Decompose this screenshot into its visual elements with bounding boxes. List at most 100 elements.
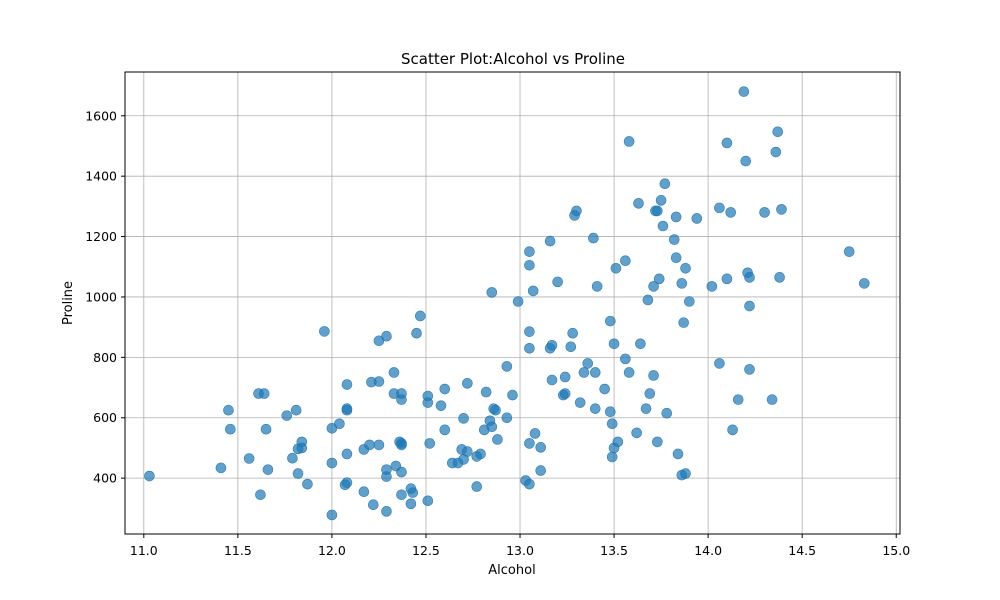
data-point xyxy=(341,379,353,390)
data-point xyxy=(655,195,667,206)
data-point xyxy=(535,465,547,476)
data-point xyxy=(766,394,778,405)
data-point xyxy=(524,342,535,354)
data-point xyxy=(535,442,547,453)
data-point xyxy=(471,481,483,492)
data-point xyxy=(373,376,385,387)
data-point xyxy=(292,468,304,479)
data-point xyxy=(326,457,338,469)
data-point xyxy=(396,388,407,399)
data-point xyxy=(776,204,787,215)
data-point xyxy=(623,367,635,378)
data-point xyxy=(648,370,659,381)
data-point xyxy=(396,489,407,501)
data-point xyxy=(635,338,646,350)
data-point xyxy=(435,400,447,411)
data-point xyxy=(606,451,618,463)
data-point xyxy=(364,439,375,451)
data-point xyxy=(631,427,642,439)
data-point xyxy=(381,506,392,517)
y-tick-label: 400 xyxy=(93,471,117,486)
data-point xyxy=(670,252,682,264)
data-point xyxy=(774,272,785,283)
data-point xyxy=(439,424,451,436)
data-point xyxy=(334,418,345,430)
grid-lines xyxy=(125,72,900,534)
data-point xyxy=(653,273,665,285)
data-point xyxy=(661,407,673,419)
data-point xyxy=(501,361,513,372)
data-point xyxy=(599,383,610,395)
data-point xyxy=(620,353,631,365)
data-point xyxy=(567,327,578,339)
y-tick-label: 1600 xyxy=(85,108,117,123)
data-point xyxy=(262,464,274,475)
y-tick-label: 1400 xyxy=(85,169,117,184)
data-point xyxy=(744,364,755,375)
y-tick-label: 1200 xyxy=(85,229,117,244)
data-point xyxy=(589,403,601,414)
data-point xyxy=(744,272,755,283)
y-axis-label: Proline xyxy=(61,281,76,325)
data-point xyxy=(610,262,622,274)
x-axis-ticks: 11.0 11.5 12.0 12.5 13.0 13.5 14.0 14.5 15.0 xyxy=(130,534,910,558)
y-tick-label: 600 xyxy=(93,410,117,425)
data-point xyxy=(319,326,330,337)
data-point xyxy=(591,281,603,292)
data-point xyxy=(706,281,718,292)
data-point xyxy=(714,202,725,214)
data-point xyxy=(740,155,752,167)
data-point xyxy=(524,478,535,490)
data-point xyxy=(411,327,422,339)
data-point xyxy=(501,412,513,424)
data-point xyxy=(462,378,473,389)
data-point xyxy=(544,235,556,247)
x-tick-label: 15.0 xyxy=(882,543,910,558)
x-axis-label: Alcohol xyxy=(488,563,535,578)
data-point xyxy=(552,276,563,288)
data-point xyxy=(388,367,400,378)
data-point xyxy=(486,421,498,433)
data-point xyxy=(439,383,451,395)
data-point xyxy=(296,442,308,454)
data-point xyxy=(559,371,571,383)
data-point xyxy=(571,205,582,217)
data-point xyxy=(676,278,688,289)
data-point xyxy=(381,330,392,342)
data-point xyxy=(546,374,558,386)
data-point xyxy=(424,438,436,449)
data-point xyxy=(381,471,392,482)
data-point xyxy=(144,470,155,482)
y-tick-label: 800 xyxy=(93,350,117,365)
data-point xyxy=(524,438,535,449)
data-point xyxy=(422,397,434,408)
data-point xyxy=(772,126,784,138)
data-point xyxy=(373,439,385,451)
data-point xyxy=(633,198,644,209)
data-point xyxy=(407,487,419,498)
x-tick-label: 14.0 xyxy=(694,543,722,558)
data-point xyxy=(255,489,266,501)
data-point xyxy=(524,259,535,271)
x-tick-label: 12.5 xyxy=(412,543,440,558)
data-point xyxy=(326,509,338,521)
data-point xyxy=(565,341,577,353)
x-tick-label: 14.5 xyxy=(788,543,816,558)
data-point xyxy=(287,452,298,464)
data-point xyxy=(578,367,590,378)
data-point xyxy=(559,388,571,399)
data-point xyxy=(588,232,599,244)
data-point xyxy=(529,428,541,439)
data-point xyxy=(475,448,486,460)
data-point xyxy=(744,300,755,312)
data-points xyxy=(144,86,870,521)
data-point xyxy=(652,205,663,217)
data-point xyxy=(612,436,624,448)
data-point xyxy=(738,86,750,97)
data-point xyxy=(507,389,518,401)
data-point xyxy=(843,246,855,257)
data-point xyxy=(714,358,725,369)
chart-title: Scatter Plot:Alcohol vs Proline xyxy=(401,50,625,68)
data-point xyxy=(620,255,631,267)
